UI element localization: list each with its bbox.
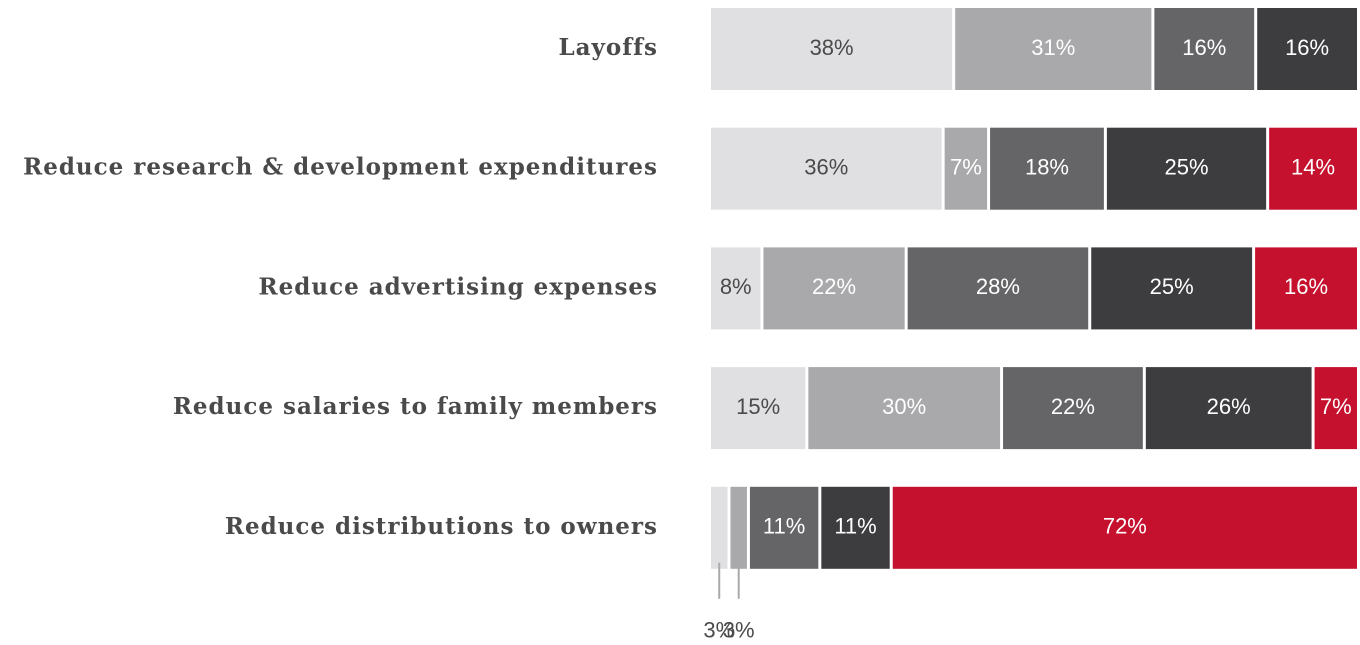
value-label: 7% (950, 155, 982, 180)
value-label: 16% (1285, 35, 1329, 60)
bar-segment (1003, 367, 1143, 450)
bar-segment (907, 247, 1089, 330)
bar-segment (1255, 247, 1357, 330)
category-label: Reduce research & development expenditur… (23, 154, 658, 181)
value-label: 25% (1164, 155, 1208, 180)
value-label: 36% (804, 155, 848, 180)
value-label: 8% (720, 274, 752, 299)
value-label: 18% (1025, 155, 1069, 180)
bar-segment (1314, 367, 1357, 450)
bar-segment (821, 486, 890, 569)
value-label: 72% (1103, 514, 1147, 539)
value-label: 31% (1031, 35, 1075, 60)
value-label: 3% (703, 618, 735, 643)
bar-segment (892, 486, 1357, 569)
value-label: 11% (834, 514, 876, 539)
value-label: 11% (763, 514, 805, 539)
value-label: 16% (1182, 35, 1226, 60)
bar-segment (1154, 8, 1255, 90)
category-label: Layoffs (558, 34, 658, 61)
value-label: 3% (723, 618, 755, 643)
value-label: 25% (1150, 274, 1194, 299)
bar-segment (1269, 127, 1357, 210)
bar-segment (730, 486, 747, 569)
bar-segment (711, 367, 806, 450)
value-label: 16% (1284, 274, 1328, 299)
value-label: 28% (976, 274, 1020, 299)
category-label: Reduce distributions to owners (225, 513, 658, 540)
bar-segment (1145, 367, 1312, 450)
bar-segment (944, 127, 988, 210)
bar-segment (711, 247, 761, 330)
bar-segment (1106, 127, 1267, 210)
value-label: 30% (882, 394, 926, 419)
value-label: 15% (736, 394, 780, 419)
bar-segment (749, 486, 819, 569)
bar-segment (1091, 247, 1253, 330)
bar-segment (711, 486, 728, 569)
bar-segment (763, 247, 905, 330)
value-label: 22% (812, 274, 856, 299)
bar-segment (711, 127, 942, 210)
category-label: Reduce salaries to family members (173, 393, 658, 420)
value-label: 26% (1207, 394, 1251, 419)
value-label: 14% (1291, 155, 1335, 180)
value-label: 22% (1051, 394, 1095, 419)
bar-segment (711, 8, 953, 90)
category-label: Reduce advertising expenses (259, 273, 658, 300)
bar-segment (808, 367, 1001, 450)
bar-segment (1257, 8, 1357, 90)
value-label: 7% (1320, 394, 1352, 419)
bar-segment (990, 127, 1104, 210)
bar-segment (955, 8, 1152, 90)
value-label: 38% (810, 35, 854, 60)
